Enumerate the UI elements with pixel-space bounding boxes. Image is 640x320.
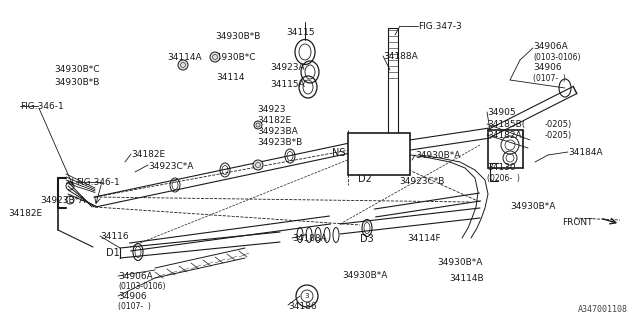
Text: 34930B*A: 34930B*A	[437, 258, 483, 267]
Text: 34930B*B: 34930B*B	[54, 78, 99, 87]
Text: 34182E: 34182E	[257, 116, 291, 125]
Text: 34906: 34906	[118, 292, 147, 301]
Circle shape	[253, 160, 263, 170]
Circle shape	[254, 121, 262, 129]
Text: 34923A: 34923A	[270, 63, 305, 72]
Text: 34923B*A: 34923B*A	[40, 196, 85, 205]
Text: 3: 3	[305, 293, 309, 299]
Text: NS: NS	[332, 148, 346, 158]
Circle shape	[178, 60, 188, 70]
Text: 34114: 34114	[216, 73, 244, 82]
Text: -0205): -0205)	[545, 120, 572, 129]
Text: 34115: 34115	[286, 28, 315, 37]
Text: -0205): -0205)	[545, 131, 572, 140]
Text: 34930B*C: 34930B*C	[54, 65, 99, 74]
Text: 34184A: 34184A	[568, 148, 603, 157]
Text: 34923C*B: 34923C*B	[399, 177, 444, 186]
Text: 34930B*A: 34930B*A	[510, 202, 556, 211]
Text: FIG.346-1: FIG.346-1	[76, 178, 120, 187]
Text: 34923C*A: 34923C*A	[148, 162, 193, 171]
Text: 34923BA: 34923BA	[257, 127, 298, 136]
Text: 34114B: 34114B	[449, 274, 484, 283]
Text: FIG.346-1: FIG.346-1	[20, 102, 64, 111]
Text: (0206-  ): (0206- )	[487, 174, 520, 183]
Text: FIG.347-3: FIG.347-3	[418, 22, 461, 31]
Text: 34923: 34923	[257, 105, 285, 114]
Text: 34114A: 34114A	[167, 53, 202, 62]
Circle shape	[210, 52, 220, 62]
Text: 34906A: 34906A	[118, 272, 153, 281]
Text: 34182E: 34182E	[131, 150, 165, 159]
Text: 34188A: 34188A	[292, 234, 327, 243]
Text: 34906: 34906	[533, 63, 562, 72]
Text: D1: D1	[106, 248, 120, 258]
Text: A347001108: A347001108	[578, 305, 628, 314]
Text: 34114F: 34114F	[407, 234, 440, 243]
Text: 34182E: 34182E	[8, 209, 42, 218]
Text: (0103-0106): (0103-0106)	[118, 282, 166, 291]
Text: 34930B*A: 34930B*A	[342, 271, 387, 280]
Text: 34115A: 34115A	[270, 80, 305, 89]
Text: (0107-  ): (0107- )	[118, 302, 151, 311]
Text: 34116: 34116	[100, 232, 129, 241]
Text: 34923B*B: 34923B*B	[257, 138, 302, 147]
Text: 34188A: 34188A	[383, 52, 418, 61]
Text: 34905: 34905	[487, 108, 516, 117]
Text: (0103-0106): (0103-0106)	[533, 53, 580, 62]
Text: 34930B*C: 34930B*C	[210, 53, 255, 62]
Text: 34186: 34186	[288, 302, 317, 311]
Text: 34930B*B: 34930B*B	[215, 32, 260, 41]
Text: D3: D3	[360, 234, 374, 244]
Text: 34906A: 34906A	[533, 42, 568, 51]
Text: 34182A(: 34182A(	[487, 131, 525, 140]
Text: 34930B*A: 34930B*A	[415, 151, 460, 160]
Text: 34130: 34130	[487, 163, 516, 172]
Text: (0107-  ): (0107- )	[533, 74, 566, 83]
Text: FRONT: FRONT	[562, 218, 593, 227]
Text: D2: D2	[358, 174, 372, 184]
FancyBboxPatch shape	[348, 133, 410, 175]
Text: 34185B(: 34185B(	[487, 120, 525, 129]
